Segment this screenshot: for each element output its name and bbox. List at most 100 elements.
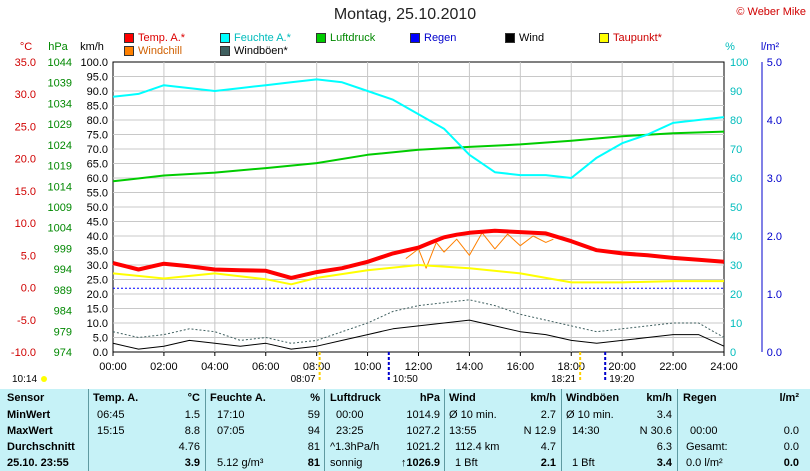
legend-label: Feuchte A.* (234, 32, 291, 44)
pressure-tick-label: 999 (54, 243, 72, 255)
wind-tick-label: 20.0 (87, 289, 108, 301)
wind-tick-label: 65.0 (87, 159, 108, 171)
column-divider (324, 389, 325, 471)
header-pressure: Luftdruck (330, 392, 381, 404)
wind-series-line (112, 319, 725, 350)
hum-absolute: 5.12 g/m³ (217, 457, 264, 469)
legend-gusts: Windböen* (220, 45, 288, 57)
gust-max-value: N 30.6 (639, 425, 672, 437)
pressure-tick-label: 989 (54, 285, 72, 297)
column-divider (677, 389, 678, 471)
temp-axis-unit: °C (20, 41, 32, 53)
pressure-tick-label: 994 (54, 264, 72, 276)
temp-max-time: 15:15 (97, 425, 125, 437)
humidity-tick-label: 80 (730, 115, 742, 127)
legend-windchill: Windchill (124, 45, 182, 57)
humidity-tick-label: 70 (730, 144, 742, 156)
temp-tick-label: 25.0 (15, 121, 36, 133)
chart-title: Montag, 25.10.2010 (333, 6, 477, 23)
rain-max-time: 00:00 (690, 425, 718, 437)
legend-swatch (316, 33, 326, 43)
wind-tick-label: 25.0 (87, 275, 108, 287)
x-tick-label: 20:00 (608, 361, 636, 373)
pressure-tick-label: 984 (54, 306, 72, 318)
rain-tick-label: 2.0 (767, 231, 782, 243)
rain-total-label: Gesamt: (686, 441, 728, 453)
rain-total-value: 0.0 (783, 441, 799, 453)
rain-axis-unit: l/m² (761, 41, 780, 53)
gust-max-time: 14:30 (572, 425, 600, 437)
rain-current-value: 0.0 (783, 457, 799, 469)
rain-tick-label: 0.0 (767, 347, 782, 359)
pressure-tick-label: 1004 (48, 223, 72, 235)
temp-min-time: 06:45 (97, 409, 125, 421)
pressure-tick-label: 1039 (48, 78, 72, 90)
temp-min-value: 1.5 (184, 409, 200, 421)
humidity-tick-label: 20 (730, 289, 742, 301)
press-max-time: 23:25 (336, 425, 364, 437)
wind-tick-label: 45.0 (87, 217, 108, 229)
legend-dewpoint: Taupunkt* (599, 32, 662, 44)
wind-tick-label: 100.0 (80, 57, 108, 69)
wind-tick-label: 85.0 (87, 101, 108, 113)
header-pressure-unit: hPa (419, 392, 440, 404)
temp-tick-label: -5.0 (17, 315, 36, 327)
rain-tick-label: 4.0 (767, 115, 782, 127)
pressure-tick-label: 1024 (48, 140, 72, 152)
humidity-tick-label: 40 (730, 231, 742, 243)
wind-tick-label: 90.0 (87, 86, 108, 98)
wind-avg-value: 4.7 (540, 441, 556, 453)
hum-min-value: 59 (307, 409, 320, 421)
moonset-label: 19:20 (609, 374, 634, 385)
wind-tick-label: 70.0 (87, 144, 108, 156)
x-tick-label: 24:00 (710, 361, 738, 373)
humidity-series-line (112, 78, 725, 179)
legend-label: Windböen* (234, 45, 288, 57)
dewpoint-series-line (112, 264, 724, 286)
wind-tick-label: 15.0 (87, 304, 108, 316)
wind-avg10-value: 2.7 (540, 409, 556, 421)
column-divider (205, 389, 206, 471)
gust-avg-value: 6.3 (656, 441, 672, 453)
header-gusts: Windböen (566, 392, 620, 404)
wind-max-value: N 12.9 (523, 425, 556, 437)
legend-swatch (220, 33, 230, 43)
temp-tick-label: 30.0 (15, 89, 36, 101)
legend-humidity: Feuchte A.* (220, 32, 291, 44)
pressure-tick-label: 1009 (48, 202, 72, 214)
windchill-series-line (405, 232, 554, 269)
wind-tick-label: 60.0 (87, 173, 108, 185)
header-wind-unit: km/h (530, 392, 556, 404)
legend-label: Regen (424, 32, 457, 44)
temp-current-value: 3.9 (184, 457, 200, 469)
header-humidity-unit: % (310, 392, 320, 404)
legend-swatch (410, 33, 420, 43)
humidity-tick-label: 30 (730, 260, 742, 272)
hum-avg-value: 81 (307, 441, 320, 453)
humidity-axis-unit: % (725, 41, 735, 53)
press-trend: ^1.3hPa/h (330, 441, 380, 453)
wind-tick-label: 35.0 (87, 246, 108, 258)
rain-tick-label: 5.0 (767, 57, 782, 69)
wind-tick-label: 40.0 (87, 231, 108, 243)
pressure-tick-label: 1034 (48, 98, 72, 110)
wind-tick-label: 55.0 (87, 188, 108, 200)
humidity-tick-label: 50 (730, 202, 742, 214)
header-gusts-unit: km/h (646, 392, 672, 404)
gust-beaufort: 1 Bft (572, 457, 595, 469)
temp-max-value: 8.8 (184, 425, 200, 437)
humidity-tick-label: 60 (730, 173, 742, 185)
sun-icon (41, 376, 47, 382)
wind-current-value: 2.1 (540, 457, 556, 469)
x-tick-label: 00:00 (99, 361, 127, 373)
gust-current-value: 3.4 (656, 457, 672, 469)
wind-tick-label: 75.0 (87, 130, 108, 142)
legend-pressure: Luftdruck (316, 32, 375, 44)
row-label-min: MinWert (7, 409, 51, 421)
gust-avg10-value: 3.4 (656, 409, 672, 421)
rain-tick-label: 3.0 (767, 173, 782, 185)
header-temp: Temp. A. (93, 392, 139, 404)
moonrise-label: 10:50 (393, 374, 418, 385)
legend-swatch (599, 33, 609, 43)
header-rain-unit: l/m² (779, 392, 799, 404)
